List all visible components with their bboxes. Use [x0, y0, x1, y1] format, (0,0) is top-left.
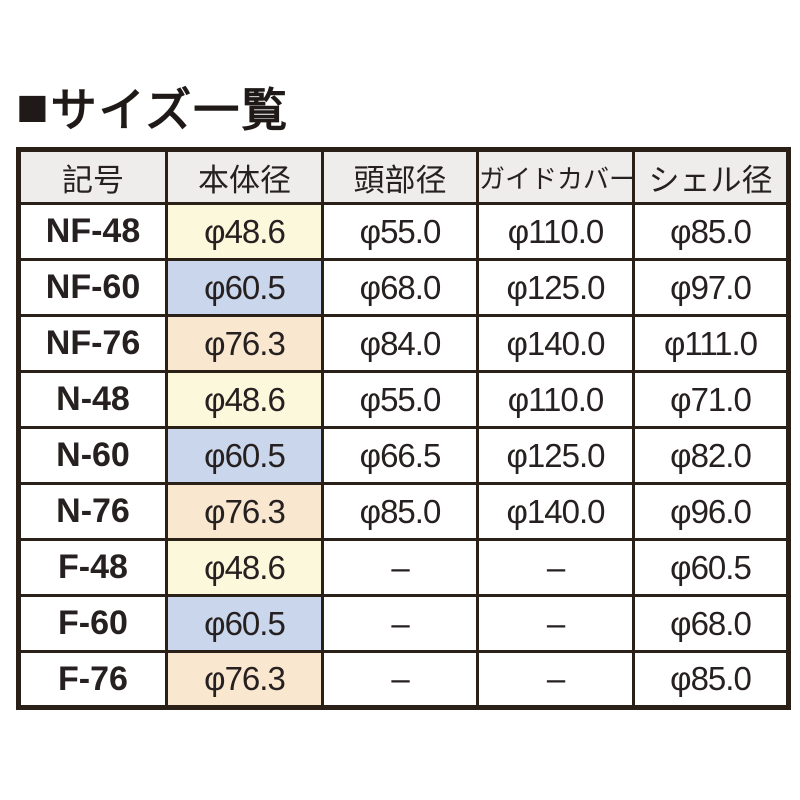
cell-head-diameter: φ55.0 — [321, 370, 479, 429]
cell-symbol: NF-76 — [17, 314, 168, 373]
table-row: N-48 φ48.6 φ55.0 φ110.0 φ71.0 — [17, 370, 790, 429]
table-row: F-60 φ60.5 – – φ68.0 — [17, 594, 790, 653]
cell-head-diameter: φ66.5 — [321, 426, 479, 485]
page-title: ■ サイズ一覧 — [16, 74, 289, 140]
cell-symbol: NF-60 — [17, 258, 168, 317]
table-body: NF-48 φ48.6 φ55.0 φ110.0 φ85.0 NF-60 φ60… — [17, 202, 790, 709]
cell-guide-cover: φ140.0 — [476, 482, 635, 541]
col-header-guide-cover: ガイドカバー — [476, 148, 635, 205]
title-square-icon: ■ — [16, 76, 49, 137]
cell-body-diameter: φ48.6 — [165, 370, 324, 429]
cell-symbol: F-48 — [17, 538, 168, 597]
table-row: NF-60 φ60.5 φ68.0 φ125.0 φ97.0 — [17, 258, 790, 317]
cell-body-diameter: φ60.5 — [165, 426, 324, 485]
cell-guide-cover: – — [476, 538, 635, 597]
cell-body-diameter: φ76.3 — [165, 314, 324, 373]
table-header: 記号 本体径 頭部径 ガイドカバー シェル径 — [17, 148, 790, 205]
header-row: 記号 本体径 頭部径 ガイドカバー シェル径 — [17, 148, 790, 205]
page-title-text: サイズ一覧 — [50, 84, 290, 136]
cell-guide-cover: – — [476, 650, 635, 709]
cell-guide-cover: φ140.0 — [476, 314, 635, 373]
table-row: NF-76 φ76.3 φ84.0 φ140.0 φ111.0 — [17, 314, 790, 373]
cell-shell-diameter: φ97.0 — [632, 258, 790, 317]
cell-shell-diameter: φ82.0 — [632, 426, 790, 485]
cell-shell-diameter: φ111.0 — [632, 314, 790, 373]
cell-shell-diameter: φ85.0 — [632, 650, 790, 709]
cell-guide-cover: φ125.0 — [476, 258, 635, 317]
cell-body-diameter: φ60.5 — [165, 258, 324, 317]
cell-head-diameter: – — [321, 594, 479, 653]
cell-symbol: N-76 — [17, 482, 168, 541]
table-row: F-76 φ76.3 – – φ85.0 — [17, 650, 790, 709]
col-header-symbol: 記号 — [17, 148, 168, 205]
cell-head-diameter: – — [321, 650, 479, 709]
cell-head-diameter: φ84.0 — [321, 314, 479, 373]
col-header-head-diameter: 頭部径 — [321, 148, 479, 205]
cell-guide-cover: φ110.0 — [476, 370, 635, 429]
cell-shell-diameter: φ60.5 — [632, 538, 790, 597]
cell-shell-diameter: φ85.0 — [632, 202, 790, 261]
cell-symbol: F-76 — [17, 650, 168, 709]
cell-body-diameter: φ48.6 — [165, 202, 324, 261]
size-table: 記号 本体径 頭部径 ガイドカバー シェル径 NF-48 φ48.6 φ55.0… — [16, 147, 791, 710]
table-row: F-48 φ48.6 – – φ60.5 — [17, 538, 790, 597]
cell-head-diameter: φ55.0 — [321, 202, 479, 261]
cell-shell-diameter: φ68.0 — [632, 594, 790, 653]
cell-guide-cover: φ110.0 — [476, 202, 635, 261]
col-header-body-diameter: 本体径 — [165, 148, 324, 205]
cell-body-diameter: φ60.5 — [165, 594, 324, 653]
table-row: N-76 φ76.3 φ85.0 φ140.0 φ96.0 — [17, 482, 790, 541]
col-header-shell-diameter: シェル径 — [632, 148, 790, 205]
cell-symbol: NF-48 — [17, 202, 168, 261]
cell-body-diameter: φ76.3 — [165, 482, 324, 541]
cell-body-diameter: φ76.3 — [165, 650, 324, 709]
table-row: N-60 φ60.5 φ66.5 φ125.0 φ82.0 — [17, 426, 790, 485]
table-row: NF-48 φ48.6 φ55.0 φ110.0 φ85.0 — [17, 202, 790, 261]
cell-shell-diameter: φ71.0 — [632, 370, 790, 429]
cell-shell-diameter: φ96.0 — [632, 482, 790, 541]
cell-guide-cover: – — [476, 594, 635, 653]
cell-symbol: N-60 — [17, 426, 168, 485]
cell-head-diameter: φ68.0 — [321, 258, 479, 317]
cell-guide-cover: φ125.0 — [476, 426, 635, 485]
cell-symbol: F-60 — [17, 594, 168, 653]
cell-body-diameter: φ48.6 — [165, 538, 324, 597]
cell-head-diameter: – — [321, 538, 479, 597]
cell-head-diameter: φ85.0 — [321, 482, 479, 541]
cell-symbol: N-48 — [17, 370, 168, 429]
